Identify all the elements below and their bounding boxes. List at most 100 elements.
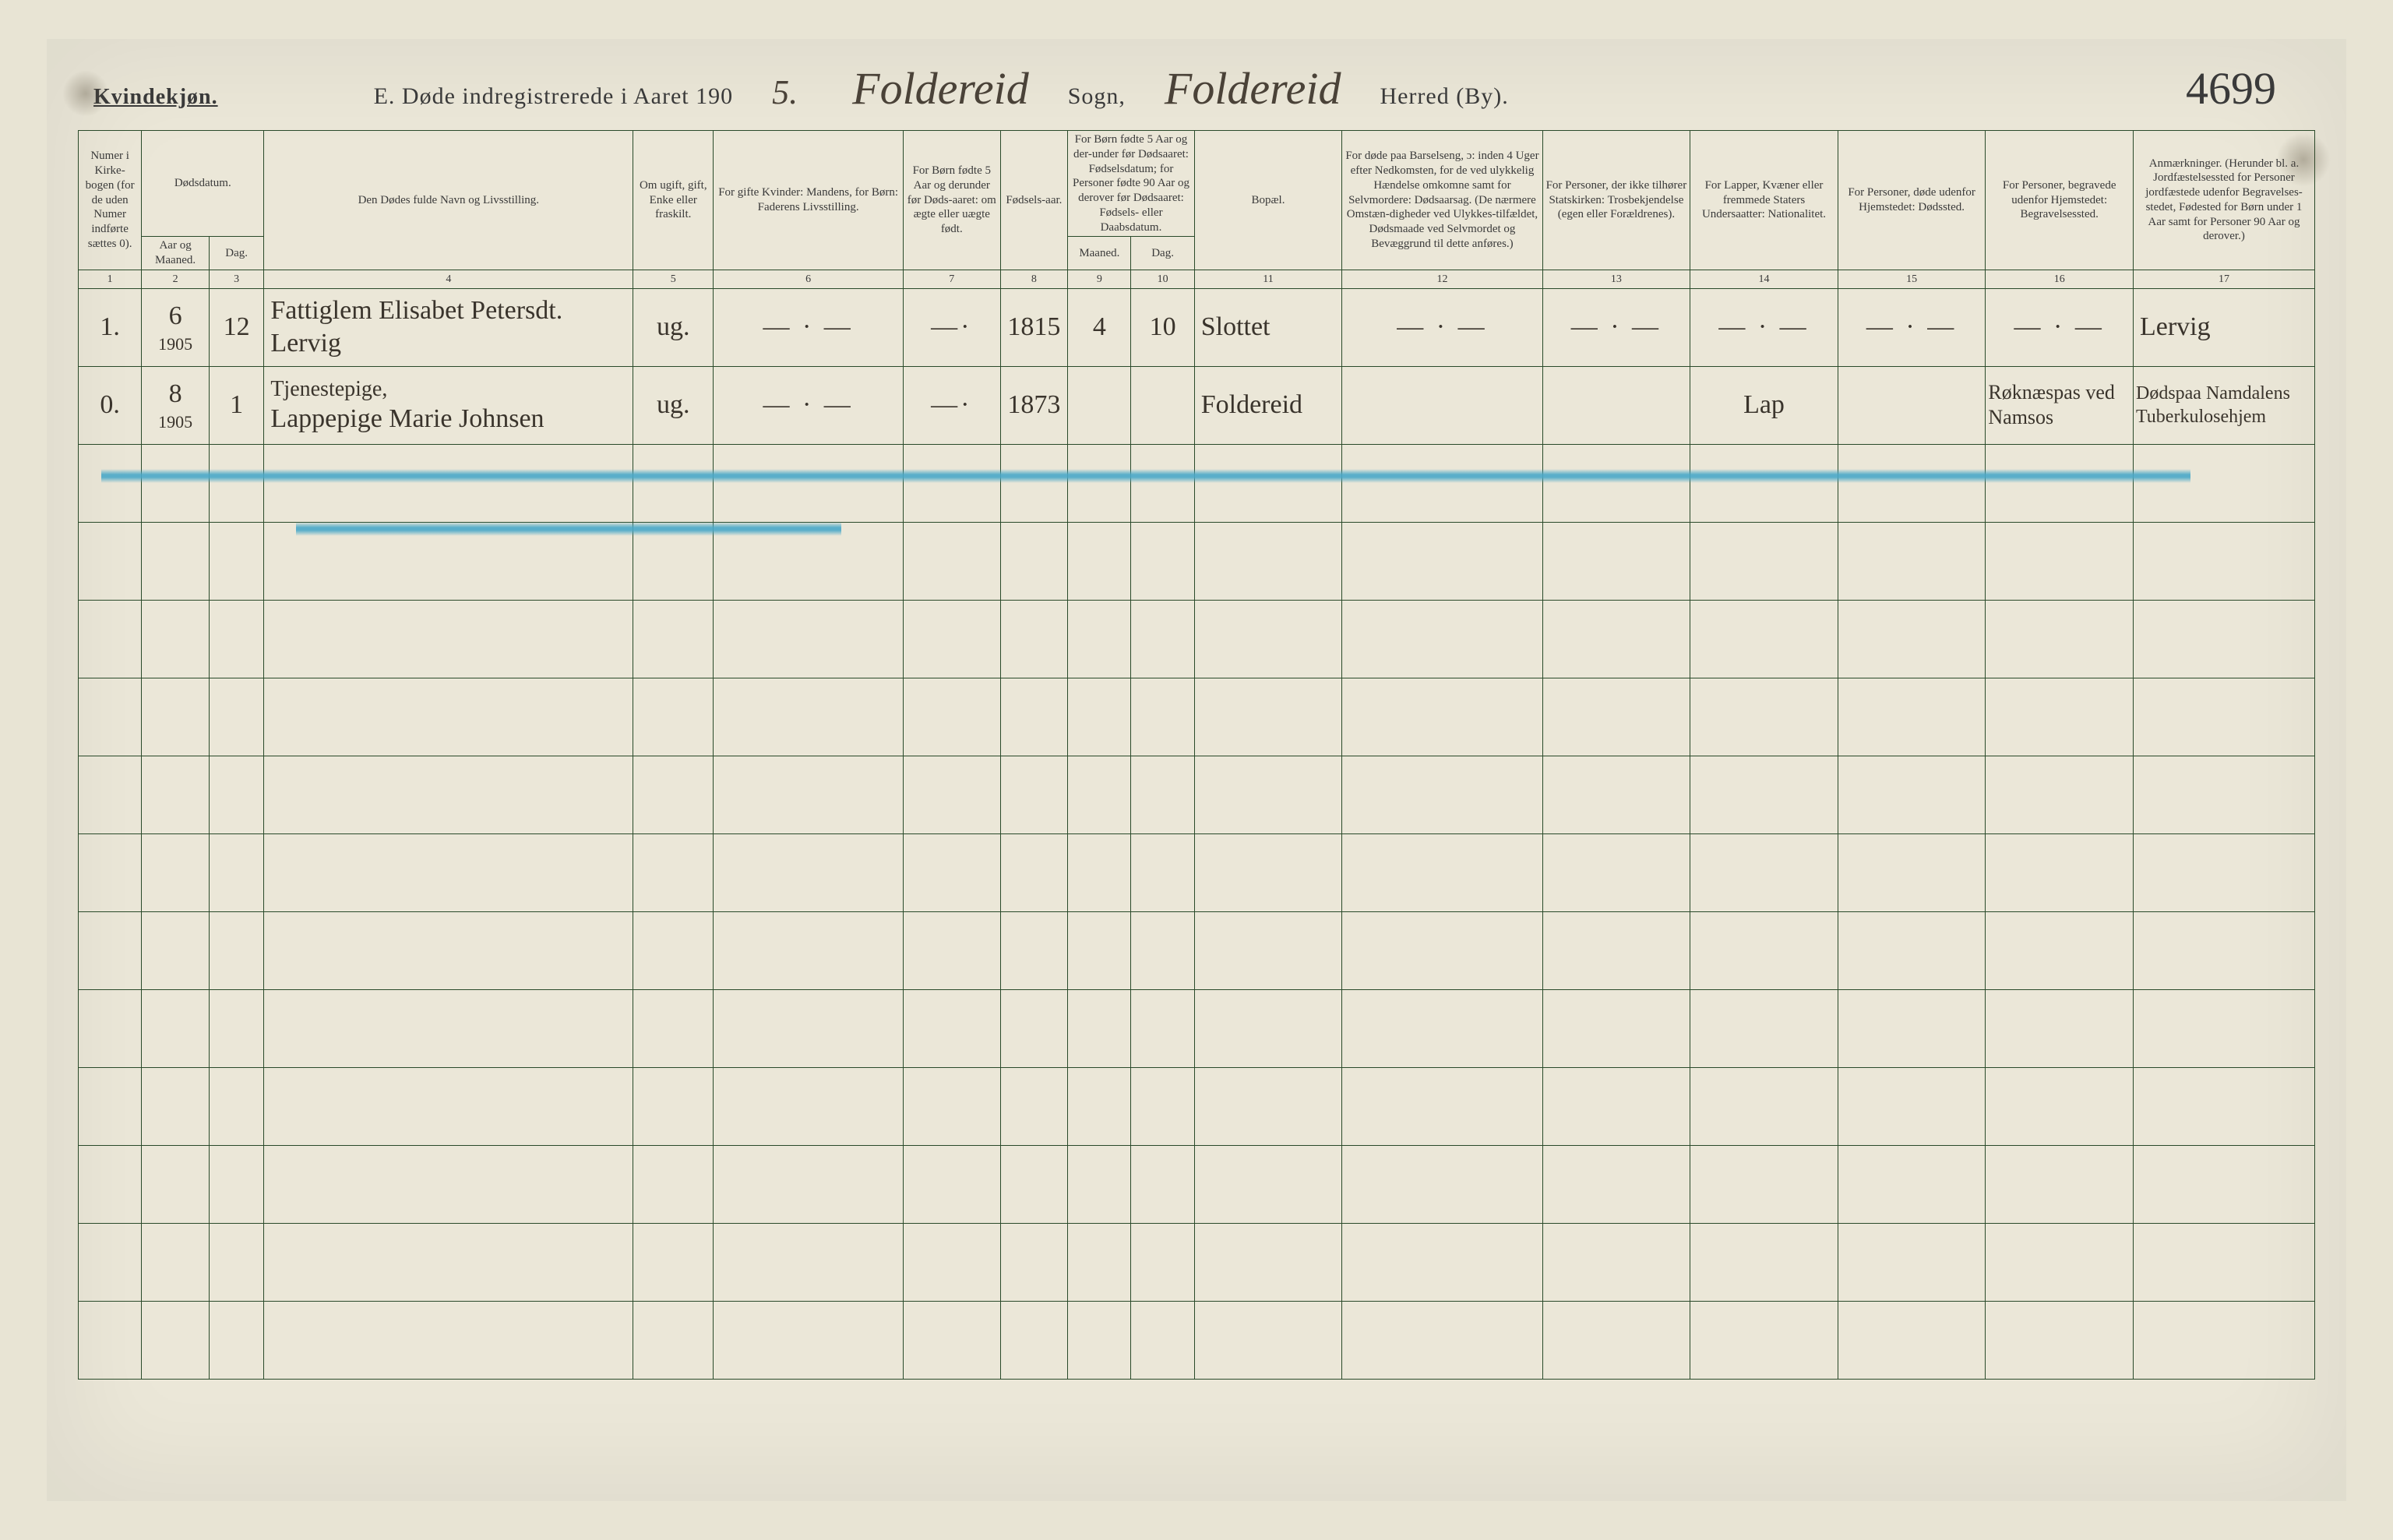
cell-c17: Lervig xyxy=(2133,288,2314,366)
empty-cell xyxy=(79,911,142,989)
colnum: 9 xyxy=(1068,270,1131,288)
empty-cell xyxy=(2133,1145,2314,1223)
cell-aar-val: 6 xyxy=(169,301,182,330)
empty-cell xyxy=(1838,678,1986,756)
empty-cell xyxy=(1068,1223,1131,1301)
empty-cell xyxy=(1690,1301,1838,1379)
table-row-empty xyxy=(79,600,2315,678)
empty-cell xyxy=(1690,911,1838,989)
empty-cell xyxy=(1342,756,1542,833)
cell-c12 xyxy=(1342,366,1542,444)
cell-c7: —· xyxy=(903,366,1000,444)
empty-cell xyxy=(2133,1067,2314,1145)
empty-cell xyxy=(1000,1301,1068,1379)
empty-cell xyxy=(264,833,633,911)
header-sogn-label: Sogn, xyxy=(1068,83,1126,110)
table-head: Numer i Kirke-bogen (for de uden Numer i… xyxy=(79,131,2315,289)
empty-cell xyxy=(1986,600,2134,678)
empty-cell xyxy=(1131,444,1194,522)
empty-cell xyxy=(1342,1067,1542,1145)
empty-cell xyxy=(903,1301,1000,1379)
empty-cell xyxy=(1068,1301,1131,1379)
empty-cell xyxy=(714,833,904,911)
col-12: For døde paa Barselseng, ɔ: inden 4 Uger… xyxy=(1342,131,1542,270)
empty-cell xyxy=(142,1145,210,1223)
empty-cell xyxy=(1131,756,1194,833)
empty-cell xyxy=(633,1145,714,1223)
empty-cell xyxy=(1194,1301,1342,1379)
empty-cell xyxy=(633,1067,714,1145)
cell-c12: — · — xyxy=(1342,288,1542,366)
empty-cell xyxy=(209,833,263,911)
table-row-empty xyxy=(79,444,2315,522)
empty-cell xyxy=(1342,678,1542,756)
cell-dag: 1 xyxy=(209,366,263,444)
empty-cell xyxy=(903,911,1000,989)
empty-cell xyxy=(209,1145,263,1223)
cell-num: 1. xyxy=(79,288,142,366)
empty-cell xyxy=(209,756,263,833)
empty-cell xyxy=(1690,522,1838,600)
empty-cell xyxy=(1690,1223,1838,1301)
empty-cell xyxy=(1690,833,1838,911)
empty-cell xyxy=(1690,756,1838,833)
empty-cell xyxy=(633,678,714,756)
empty-cell xyxy=(903,1223,1000,1301)
colnum: 8 xyxy=(1000,270,1068,288)
cell-bopael: Slottet xyxy=(1194,288,1342,366)
header-title-prefix: E. Døde indregistrerede i Aaret 190 xyxy=(374,83,734,110)
empty-cell xyxy=(1342,600,1542,678)
empty-cell xyxy=(264,911,633,989)
empty-cell xyxy=(1131,1301,1194,1379)
cell-c16: — · — xyxy=(1986,288,2134,366)
empty-cell xyxy=(1838,911,1986,989)
empty-cell xyxy=(2133,678,2314,756)
colnum: 10 xyxy=(1131,270,1194,288)
page-header: Kvindekjøn. E. Døde indregistrerede i Aa… xyxy=(47,39,2346,122)
empty-cell xyxy=(1068,1145,1131,1223)
empty-cell xyxy=(1068,1067,1131,1145)
empty-cell xyxy=(633,444,714,522)
empty-cell xyxy=(1342,911,1542,989)
empty-cell xyxy=(142,989,210,1067)
empty-cell xyxy=(1068,756,1131,833)
cell-dag: 12 xyxy=(209,288,263,366)
col-2a: Aar og Maaned. xyxy=(142,237,210,270)
cell-c15 xyxy=(1838,366,1986,444)
empty-cell xyxy=(633,989,714,1067)
colnum: 12 xyxy=(1342,270,1542,288)
cell-c16: Røknæspas ved Namsos xyxy=(1986,366,2134,444)
table-row: 0. 8 1905 1 Tjenestepige, Lappepige Mari… xyxy=(79,366,2315,444)
empty-cell xyxy=(1068,600,1131,678)
empty-cell xyxy=(633,600,714,678)
empty-cell xyxy=(1068,911,1131,989)
empty-cell xyxy=(1838,600,1986,678)
empty-cell xyxy=(1986,1301,2134,1379)
table-row-empty xyxy=(79,911,2315,989)
empty-cell xyxy=(1131,833,1194,911)
table-row-empty xyxy=(79,1067,2315,1145)
empty-cell xyxy=(633,833,714,911)
empty-cell xyxy=(142,1301,210,1379)
empty-cell xyxy=(2133,911,2314,989)
empty-cell xyxy=(1342,522,1542,600)
cell-c13 xyxy=(1542,366,1690,444)
empty-cell xyxy=(714,911,904,989)
empty-cell xyxy=(1068,678,1131,756)
empty-cell xyxy=(264,1301,633,1379)
col-7: For Børn fødte 5 Aar og derunder før Død… xyxy=(903,131,1000,270)
empty-cell xyxy=(1000,1067,1068,1145)
table-row-empty xyxy=(79,756,2315,833)
empty-cell xyxy=(1690,600,1838,678)
empty-cell xyxy=(2133,522,2314,600)
colnum: 1 xyxy=(79,270,142,288)
colnum: 16 xyxy=(1986,270,2134,288)
empty-cell xyxy=(2133,989,2314,1067)
table-body: 1. 6 1905 12 Fattiglem Elisabet Petersdt… xyxy=(79,288,2315,1379)
empty-cell xyxy=(1194,522,1342,600)
col-15: For Personer, døde udenfor Hjemstedet: D… xyxy=(1838,131,1986,270)
empty-cell xyxy=(264,522,633,600)
empty-cell xyxy=(1342,1223,1542,1301)
colnum: 14 xyxy=(1690,270,1838,288)
empty-cell xyxy=(1542,989,1690,1067)
